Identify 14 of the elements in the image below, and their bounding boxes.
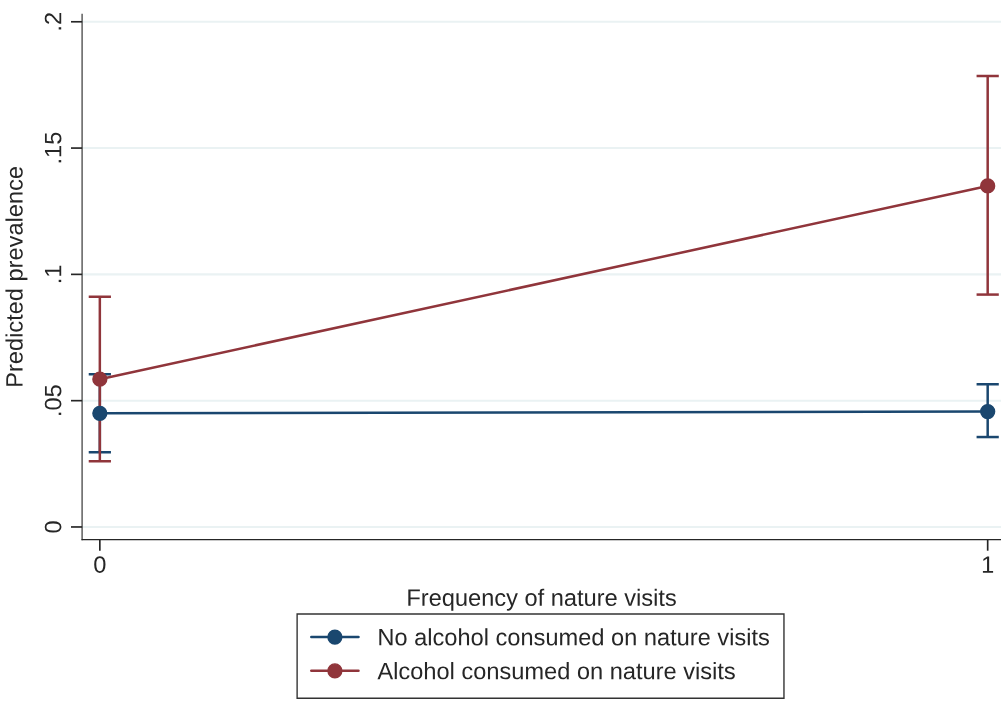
point — [92, 405, 108, 421]
x-tick-label: 1 — [982, 556, 994, 573]
y-axis-title: Predicted prevalence — [5, 167, 28, 386]
legend-label: Alcohol consumed on nature visits — [377, 662, 735, 680]
y-tick-label: .05 — [44, 385, 62, 415]
legend-label: No alcohol consumed on nature visits — [379, 628, 769, 646]
x-axis-title: Frequency of nature visits — [408, 588, 676, 611]
y-tick-label: .1 — [44, 265, 62, 283]
point — [980, 403, 996, 420]
point — [980, 178, 996, 194]
y-tick-label: .15 — [44, 132, 62, 163]
y-tick-label: .2 — [44, 13, 62, 30]
y-tick-label: 0 — [44, 521, 62, 533]
point — [92, 371, 108, 387]
